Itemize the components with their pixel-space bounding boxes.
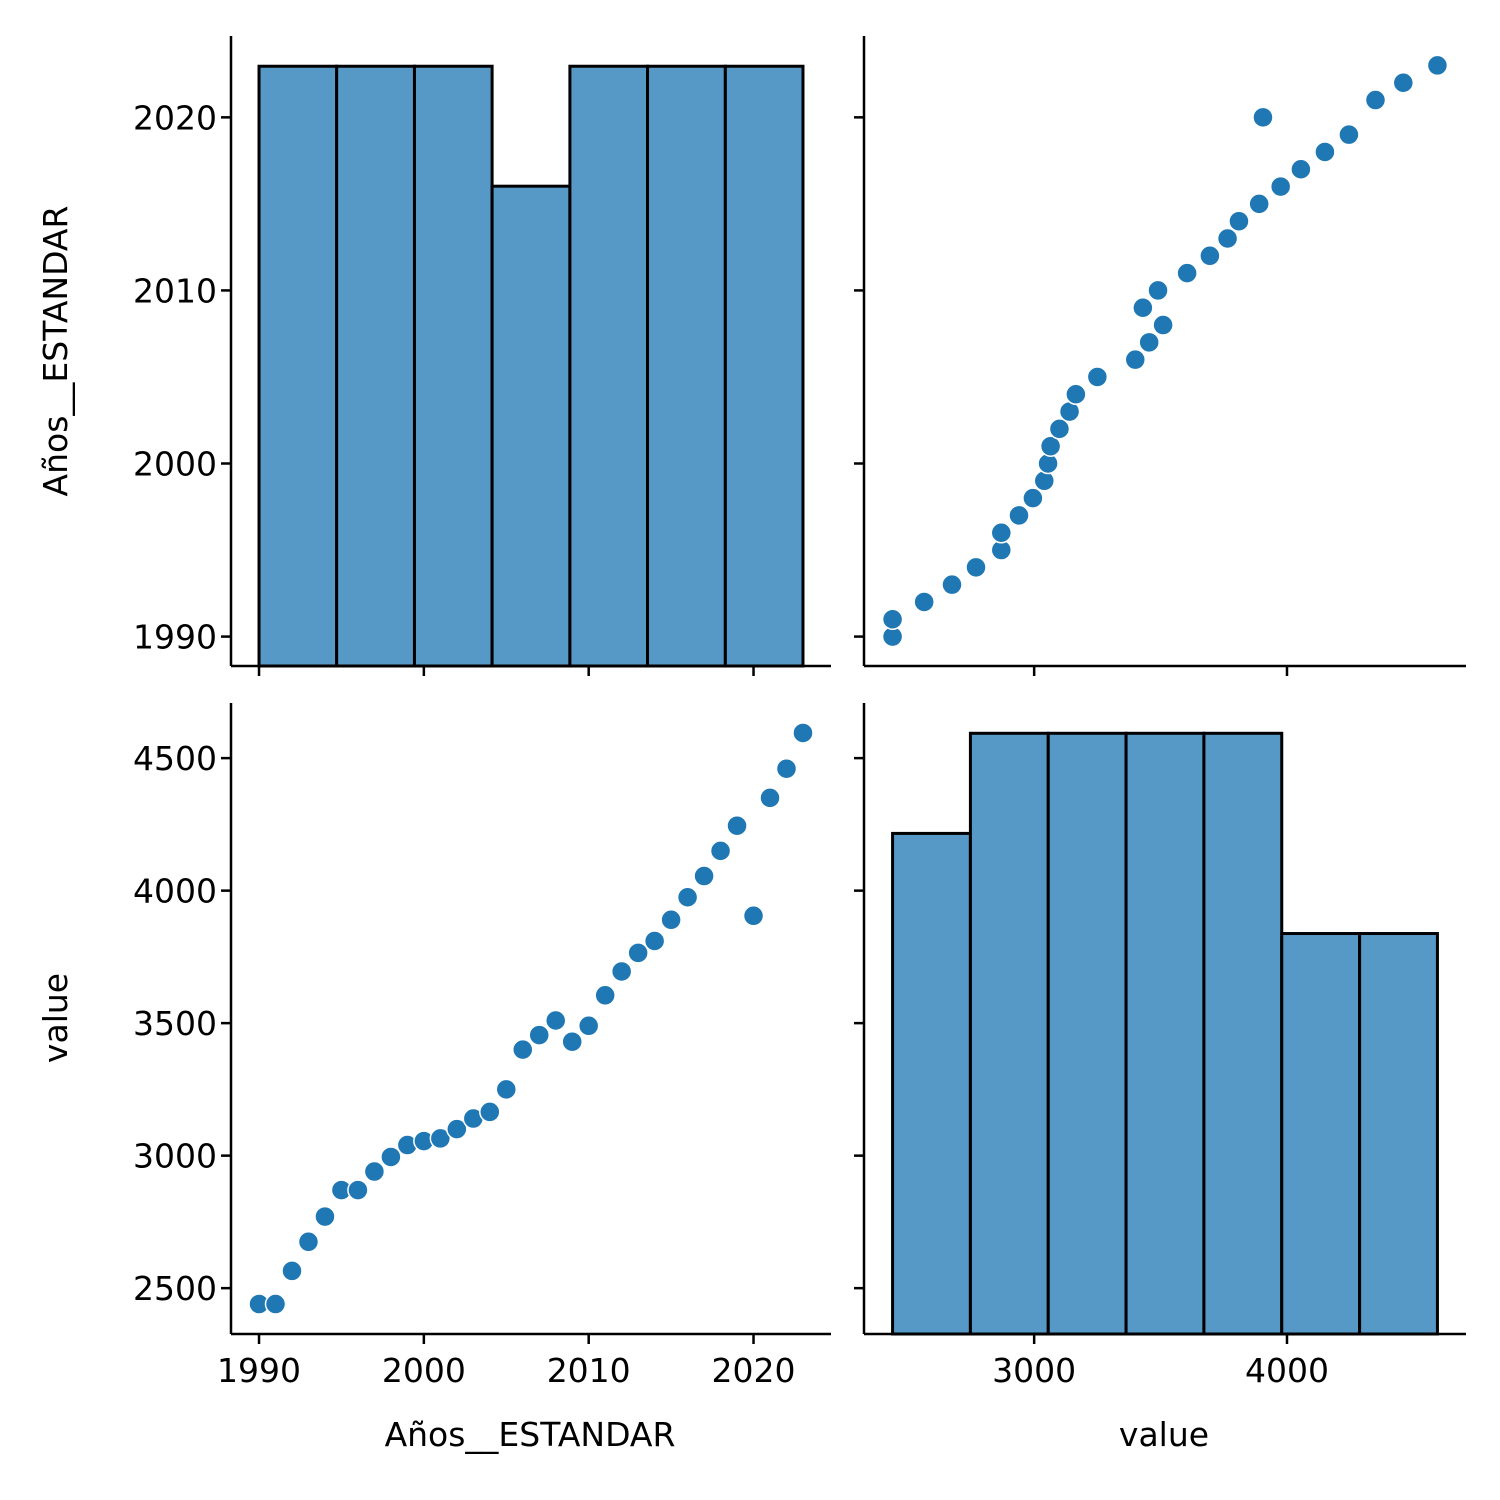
years-value-point	[742, 905, 765, 927]
years-value-xtick-label: 2020	[712, 1351, 796, 1390]
value-years-point	[1248, 193, 1270, 215]
value-hist-bar	[891, 831, 972, 1336]
value-years-point	[965, 556, 987, 579]
years-value-point	[561, 1030, 583, 1053]
years-value-point	[446, 1118, 468, 1140]
value-hist-bar	[1202, 731, 1284, 1336]
value-years-point	[1252, 106, 1274, 129]
value-years-point	[1269, 175, 1292, 198]
value-years-point	[1338, 123, 1360, 146]
ylabel-top: Años__ESTANDAR	[36, 206, 75, 497]
years-value-point	[709, 840, 732, 862]
scatter-panel-value-vs-years	[854, 36, 1466, 676]
years-value-xtick-label: 2000	[382, 1351, 466, 1390]
years-hist-ytick-label: 2000	[133, 445, 217, 484]
years-value-point	[627, 942, 649, 964]
years-value-point	[775, 757, 798, 780]
years-hist-bar	[335, 64, 416, 668]
years-value-point	[544, 1009, 567, 1032]
years-value-point	[363, 1160, 386, 1183]
value-years-point	[1048, 418, 1071, 440]
years-hist-bar	[490, 184, 572, 668]
xlabel-right: value	[1119, 1415, 1209, 1454]
years-value-point	[577, 1015, 600, 1037]
years-value-point	[660, 909, 682, 931]
years-value-point	[512, 1038, 534, 1061]
scatter-panel-years-vs-value: 2500 3000 3500 4000 4500 1990 2000 2010 2020	[133, 703, 831, 1390]
value-hist-bar	[1280, 932, 1362, 1336]
value-hist-bar	[968, 731, 1050, 1336]
years-value-point	[594, 984, 616, 1007]
years-value-ytick-label: 3000	[133, 1137, 217, 1176]
value-hist-xtick-label: 3000	[992, 1351, 1076, 1390]
years-hist-ytick-label: 1990	[133, 618, 217, 657]
years-hist-ytick-label: 2010	[133, 271, 217, 310]
value-years-point	[1138, 331, 1160, 354]
value-years-point	[1086, 366, 1109, 388]
value-years-point	[1008, 504, 1030, 527]
value-hist-bar	[1124, 731, 1206, 1336]
ylabel-bottom: value	[36, 973, 75, 1063]
value-years-point	[941, 573, 963, 596]
years-value-point	[281, 1260, 303, 1282]
years-value-point	[264, 1293, 287, 1315]
value-years-point	[1039, 435, 1062, 457]
years-value-ytick-label: 4500	[133, 739, 217, 778]
value-years-point	[1314, 141, 1336, 163]
years-hist-ytick-label: 2020	[133, 98, 217, 137]
value-years-point	[1176, 262, 1198, 284]
years-value-ytick-label: 4000	[133, 872, 217, 911]
years-value-point	[528, 1024, 550, 1046]
years-hist-bar	[646, 64, 727, 668]
years-value-point	[479, 1101, 501, 1123]
value-years-point	[1147, 279, 1169, 302]
years-value-point	[495, 1078, 518, 1101]
years-value-point	[347, 1179, 369, 1201]
years-value-point	[643, 930, 666, 952]
histogram-panel-years: 1990 2000 2010 2020	[133, 36, 831, 676]
years-value-ytick-label: 3500	[133, 1004, 217, 1043]
value-years-point	[1228, 210, 1250, 232]
years-value-point	[314, 1205, 336, 1228]
histogram-panel-value: 3000 4000	[854, 703, 1466, 1390]
value-years-point	[1216, 227, 1239, 250]
value-hist-bar	[1046, 731, 1128, 1336]
years-value-xtick-label: 2010	[547, 1351, 631, 1390]
years-value-point	[380, 1146, 402, 1168]
value-years-point	[990, 521, 1013, 544]
value-years-point	[1124, 348, 1147, 371]
value-years-point	[1392, 71, 1415, 94]
value-years-point	[1199, 245, 1221, 267]
years-value-point	[297, 1231, 320, 1253]
years-value-xtick-label: 1990	[217, 1351, 301, 1390]
value-years-point	[881, 608, 904, 631]
value-years-point	[1426, 54, 1449, 77]
years-value-point	[792, 722, 814, 744]
xlabel-left: Años__ESTANDAR	[385, 1415, 676, 1454]
years-value-ytick-label: 2500	[133, 1269, 217, 1308]
value-years-point	[913, 591, 935, 613]
years-hist-bar	[412, 64, 494, 668]
value-years-point	[1065, 383, 1087, 406]
value-hist-xtick-label: 4000	[1245, 1351, 1329, 1390]
years-hist-bar	[257, 64, 339, 668]
years-hist-bar	[723, 64, 805, 668]
years-value-point	[429, 1127, 452, 1150]
value-years-point	[1033, 470, 1056, 492]
value-years-point	[1022, 487, 1044, 509]
years-value-point	[676, 886, 699, 909]
years-value-point	[693, 865, 715, 887]
value-years-point	[1152, 314, 1174, 336]
value-years-point	[1364, 89, 1387, 111]
axis-labels: Años__ESTANDAR value Años__ESTANDAR valu…	[36, 206, 1209, 1454]
value-years-point	[1290, 158, 1312, 181]
value-years-point	[1132, 296, 1154, 319]
years-hist-bar	[568, 64, 650, 668]
years-value-point	[759, 787, 781, 809]
years-value-point	[610, 960, 633, 983]
years-value-point	[726, 814, 748, 837]
value-hist-bar	[1358, 932, 1439, 1336]
